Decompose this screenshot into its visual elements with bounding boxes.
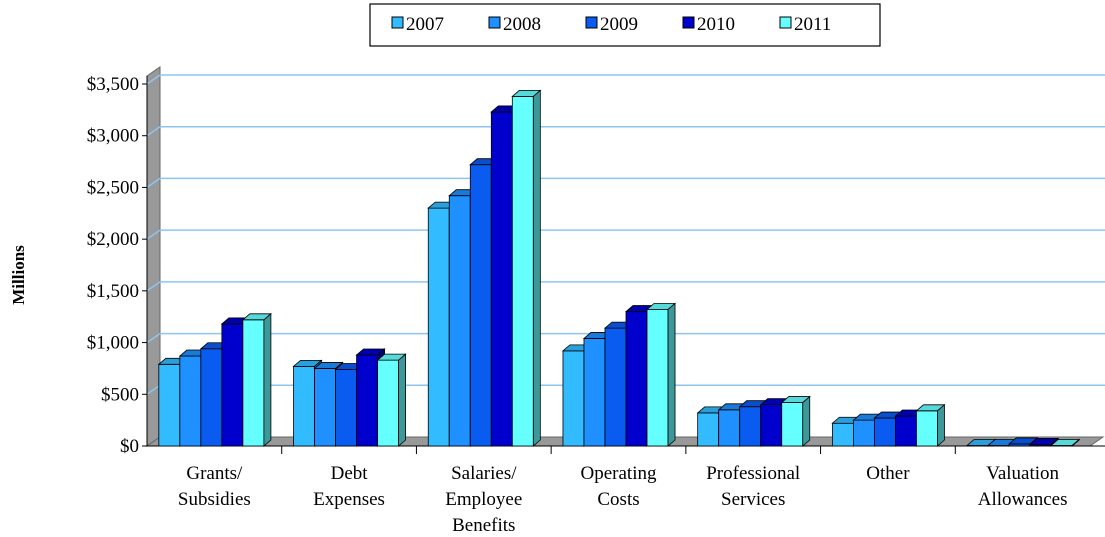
y-tick-label: $2,500 (87, 177, 139, 198)
legend-label: 2009 (600, 14, 638, 35)
legend-box (369, 3, 881, 47)
legend-label: 2011 (794, 14, 831, 35)
y-tick-label: $3,000 (87, 126, 139, 147)
grid-line-side (146, 332, 161, 344)
grid-line-side (146, 177, 161, 189)
legend-swatch (682, 16, 695, 29)
bar-front (646, 309, 669, 447)
bar-front (377, 359, 400, 447)
bar-front (469, 164, 492, 447)
legend-swatch (779, 16, 792, 29)
y-tick-label: $3,500 (87, 74, 139, 95)
y-tick-label: $1,000 (87, 333, 139, 354)
legend-swatch (391, 16, 404, 29)
bar-side (1071, 438, 1080, 447)
bar-front (448, 195, 471, 447)
bar-front (158, 363, 181, 447)
legend-swatch (488, 16, 501, 29)
x-tick-label: Operating Costs (581, 463, 657, 510)
bar-front (718, 409, 741, 447)
bar-front (831, 422, 854, 447)
bar-front (604, 327, 627, 447)
x-tick-label: Professional Services (706, 463, 800, 510)
bar-front (760, 404, 783, 447)
bar (511, 89, 542, 447)
x-tick-label: Other (866, 463, 910, 484)
legend-swatch (585, 16, 598, 29)
legend-label: 2007 (406, 14, 444, 35)
grid-line-side (146, 126, 161, 137)
y-tick-label: $500 (101, 384, 139, 405)
bar (376, 353, 407, 447)
y-tick-label: $0 (120, 436, 139, 457)
bar-front (853, 419, 875, 447)
bar (645, 302, 677, 447)
bar-front (583, 338, 606, 447)
bar-front (511, 96, 534, 447)
bar (780, 395, 811, 447)
bar-front (427, 207, 450, 447)
x-tick-label: Valuation Allowances (978, 463, 1068, 510)
y-axis-label: Millions (9, 245, 28, 305)
legend-label: 2010 (697, 14, 735, 35)
bar-front (221, 323, 244, 447)
bar-side (263, 312, 272, 447)
bar (1050, 438, 1081, 447)
bar-front (314, 368, 336, 447)
bar-side (667, 302, 676, 447)
bar-front (490, 111, 513, 447)
grid-line-side (146, 74, 161, 85)
bar-front (874, 417, 896, 447)
bar-front (916, 410, 938, 447)
bar-side (532, 89, 541, 447)
grid-line-side (146, 384, 161, 395)
bar-front (356, 354, 378, 447)
bar-side (937, 403, 945, 447)
x-tick-label: Salaries/Employee Benefits (445, 463, 522, 536)
bar-front (625, 311, 648, 447)
y-tick-label: $1,500 (87, 281, 139, 302)
bar-front (895, 415, 917, 447)
legend-label: 2008 (503, 14, 541, 35)
bar (915, 403, 946, 447)
grid-line-side (146, 281, 161, 292)
bar-front (781, 402, 804, 447)
bar-front (335, 369, 357, 447)
bar-side (802, 395, 811, 447)
bar (241, 312, 272, 447)
bar-side (398, 353, 407, 447)
y-tick-label: $2,000 (87, 229, 139, 250)
x-tick-label: Debt Expenses (313, 463, 385, 510)
bar-front (200, 348, 223, 447)
grid-line-side (146, 229, 161, 240)
bar-front (562, 350, 585, 447)
bar-front (242, 319, 265, 447)
bar-front (179, 355, 202, 447)
bar-front (293, 365, 315, 447)
bar-front (697, 412, 720, 447)
bar-front (739, 406, 762, 447)
x-tick-label: Grants/Subsidies (178, 463, 251, 510)
